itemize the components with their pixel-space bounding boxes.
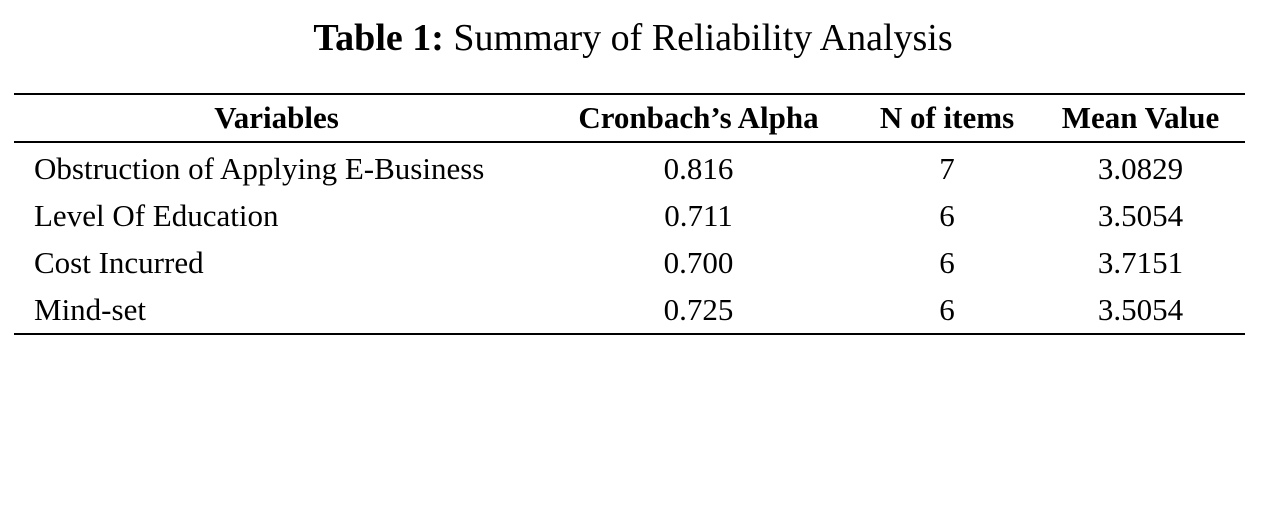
table-row: Level Of Education 0.711 6 3.5054 xyxy=(14,192,1245,239)
cell-items: 7 xyxy=(939,150,955,186)
table-caption: Table 1: Summary of Reliability Analysis xyxy=(0,14,1266,62)
cell-mean: 3.0829 xyxy=(1097,150,1184,186)
cell-alpha: 0.700 xyxy=(663,244,734,280)
cell-alpha: 0.725 xyxy=(663,291,734,327)
table-row: Cost Incurred 0.700 6 3.7151 xyxy=(14,239,1245,286)
reliability-table-container: Variables Cronbach’s Alpha N of items Me… xyxy=(14,93,1245,335)
table-row: Mind-set 0.725 6 3.5054 xyxy=(14,286,1245,334)
cell-alpha: 0.816 xyxy=(663,150,734,186)
header-n-of-items: N of items xyxy=(879,100,1015,135)
header-mean-value: Mean Value xyxy=(1061,100,1220,135)
cell-variable: Level Of Education xyxy=(34,197,279,233)
cell-variable: Obstruction of Applying E-Business xyxy=(34,150,485,186)
table-caption-text: Summary of Reliability Analysis xyxy=(453,17,953,59)
table-caption-label: Table 1: xyxy=(313,17,444,59)
table-row: Obstruction of Applying E-Business 0.816… xyxy=(14,142,1245,192)
cell-items: 6 xyxy=(939,197,955,233)
cell-mean: 3.7151 xyxy=(1097,244,1184,280)
cell-mean: 3.5054 xyxy=(1097,291,1184,327)
cell-alpha: 0.711 xyxy=(664,197,733,233)
table-header-row: Variables Cronbach’s Alpha N of items Me… xyxy=(14,94,1245,142)
header-cronbachs-alpha: Cronbach’s Alpha xyxy=(578,100,819,135)
cell-mean: 3.5054 xyxy=(1097,197,1184,233)
cell-items: 6 xyxy=(939,244,955,280)
reliability-table: Variables Cronbach’s Alpha N of items Me… xyxy=(14,93,1245,335)
cell-variable: Mind-set xyxy=(34,291,146,327)
cell-variable: Cost Incurred xyxy=(34,244,204,280)
header-variables: Variables xyxy=(214,100,339,135)
cell-items: 6 xyxy=(939,291,955,327)
